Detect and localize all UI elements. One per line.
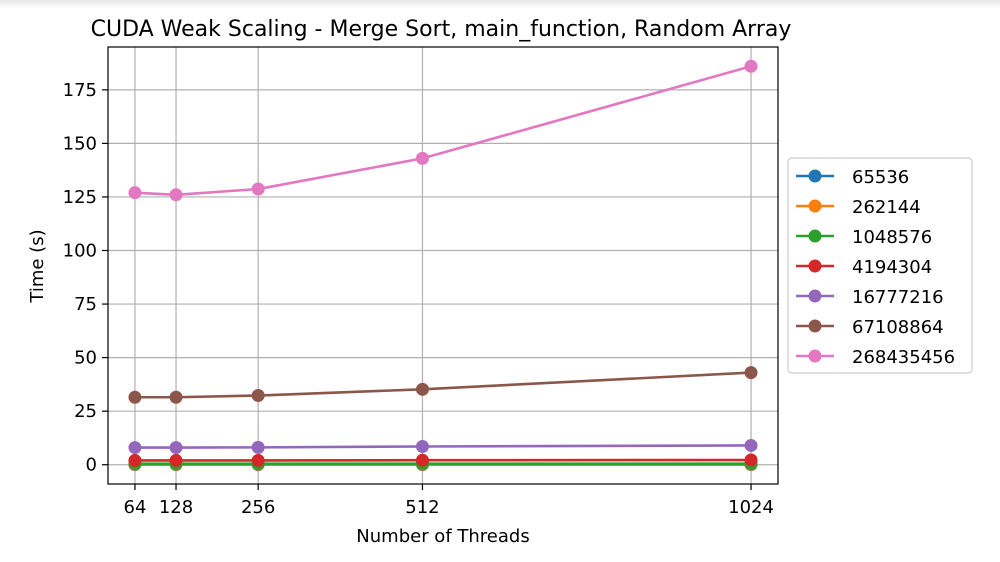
series-line	[134, 371, 752, 399]
data-point	[415, 453, 429, 467]
series-group	[128, 59, 758, 472]
data-point	[169, 188, 183, 202]
data-point	[415, 440, 429, 454]
legend-entry: 65536	[796, 167, 909, 188]
data-point	[128, 453, 142, 467]
data-point	[251, 453, 265, 467]
legend-entry: 16777216	[796, 287, 944, 308]
legend-marker	[808, 199, 822, 213]
y-tick-label: 0	[86, 455, 97, 476]
legend-marker	[808, 319, 822, 333]
y-axis: 0 25 50 75 100 125 150 175	[63, 80, 108, 476]
series-line	[134, 65, 752, 197]
data-point	[251, 440, 265, 454]
data-point	[744, 438, 758, 452]
data-point	[251, 182, 265, 196]
legend-marker	[808, 229, 822, 243]
legend-label: 268435456	[852, 347, 955, 368]
x-tick-label: 1024	[728, 497, 774, 518]
data-point	[744, 366, 758, 380]
legend-entry: 1048576	[796, 227, 932, 248]
legend-label: 16777216	[852, 287, 944, 308]
legend-entry: 4194304	[796, 257, 932, 278]
window-top-edge	[0, 0, 1000, 8]
data-point	[128, 390, 142, 404]
data-point	[128, 186, 142, 200]
x-axis: 64 128 256 512 1024	[124, 484, 774, 518]
y-tick-label: 25	[74, 401, 97, 422]
legend: 65536 262144 1048576 4194304 16777216 6710886…	[787, 157, 973, 374]
legend-entry: 262144	[796, 197, 921, 218]
plot-frame	[107, 46, 779, 485]
legend-entry: 67108864	[796, 317, 944, 338]
data-point	[128, 441, 142, 455]
data-point	[169, 390, 183, 404]
data-point	[169, 453, 183, 467]
y-tick-label: 50	[74, 348, 97, 369]
data-point	[415, 151, 429, 165]
data-point	[169, 441, 183, 455]
data-point	[415, 382, 429, 396]
x-tick-label: 64	[124, 497, 147, 518]
series-line	[134, 444, 752, 449]
legend-entry: 268435456	[796, 347, 955, 368]
legend-label: 262144	[852, 197, 921, 218]
legend-box	[787, 157, 973, 374]
legend-marker	[808, 289, 822, 303]
grid-lines	[108, 47, 778, 484]
y-tick-label: 75	[74, 294, 97, 315]
legend-marker	[808, 169, 822, 183]
legend-label: 67108864	[852, 317, 944, 338]
legend-label: 1048576	[852, 227, 932, 248]
chart-title: CUDA Weak Scaling - Merge Sort, main_fun…	[91, 17, 792, 42]
series-268435456	[128, 59, 758, 202]
series-16777216	[128, 438, 758, 455]
y-tick-label: 150	[63, 133, 97, 154]
legend-marker	[808, 259, 822, 273]
legend-label: 65536	[852, 167, 909, 188]
data-point	[744, 453, 758, 467]
y-tick-label: 100	[63, 241, 97, 262]
x-tick-label: 512	[405, 497, 439, 518]
data-point	[251, 389, 265, 403]
series-67108864	[128, 366, 758, 404]
y-tick-label: 175	[63, 80, 97, 101]
legend-marker	[808, 349, 822, 363]
legend-label: 4194304	[852, 257, 932, 278]
data-point	[744, 59, 758, 73]
y-tick-label: 125	[63, 187, 97, 208]
x-tick-label: 128	[159, 497, 193, 518]
x-axis-label: Number of Threads	[356, 526, 529, 547]
series-4194304	[128, 453, 758, 467]
x-tick-label: 256	[241, 497, 275, 518]
y-axis-label: Time (s)	[27, 229, 48, 303]
